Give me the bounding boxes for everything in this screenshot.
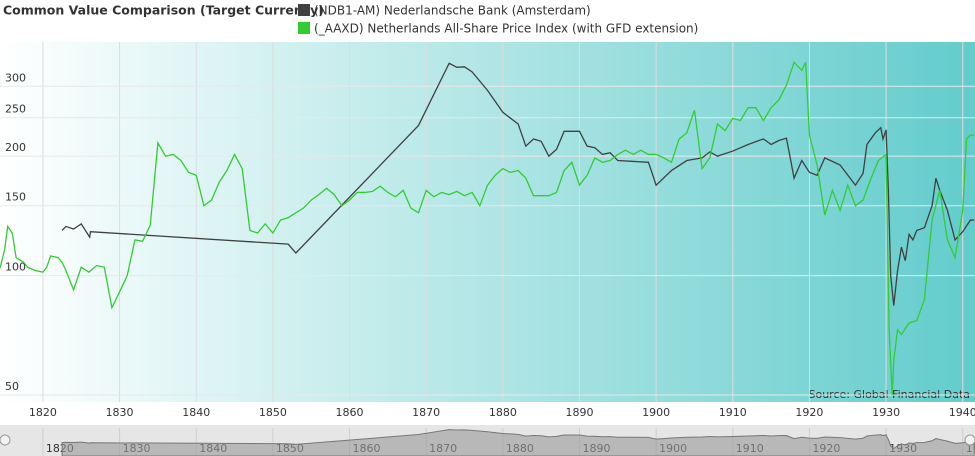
series-line: [0, 60, 975, 396]
y-tick-label: 200: [5, 141, 26, 154]
y-tick-label: 100: [5, 261, 26, 274]
chart-title: Common Value Comparison (Target Currency…: [3, 3, 324, 18]
x-tick-label: 1920: [795, 406, 823, 419]
legend-label: (_AAXD) Netherlands All-Share Price Inde…: [314, 22, 698, 36]
x-tick-label: 1900: [642, 406, 670, 419]
x-tick-label: 1860: [336, 406, 364, 419]
legend-swatch: [298, 4, 310, 16]
plot-background: [0, 42, 975, 402]
x-tick-label: 1870: [412, 406, 440, 419]
y-tick-label: 250: [5, 103, 26, 116]
navigator-handle: [0, 434, 11, 446]
legend-swatch: [298, 22, 310, 34]
x-tick-label: 1850: [259, 406, 287, 419]
y-tick-label: 150: [5, 191, 26, 204]
y-tick-label: 300: [5, 71, 26, 84]
legend-label: (NDB1-AM) Nederlandsche Bank (Amsterdam): [314, 4, 591, 18]
y-tick-label: 50: [5, 380, 19, 393]
x-tick-label: 1910: [719, 406, 747, 419]
navigator-area: [61, 429, 975, 456]
navigator-handle: [964, 434, 975, 446]
x-tick-label: 1890: [565, 406, 593, 419]
series-line: [61, 62, 975, 306]
x-tick-label: 1840: [182, 406, 210, 419]
x-tick-label: 1880: [489, 406, 517, 419]
x-tick-label: 1930: [872, 406, 900, 419]
x-tick-label: 1820: [29, 406, 57, 419]
x-tick-label: 1830: [106, 406, 134, 419]
x-tick-label: 1940: [949, 406, 975, 419]
